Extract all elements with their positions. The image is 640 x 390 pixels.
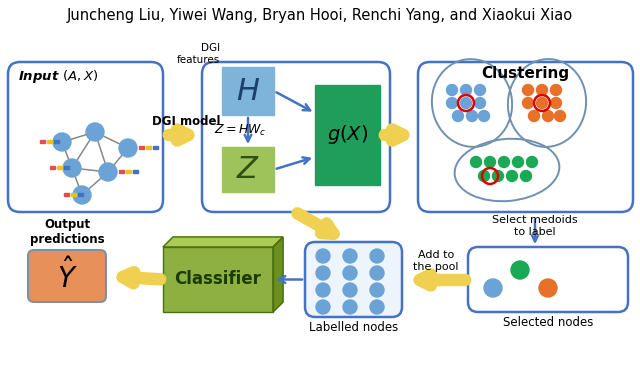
Circle shape bbox=[461, 85, 472, 96]
Text: Selected nodes: Selected nodes bbox=[503, 316, 593, 329]
Circle shape bbox=[484, 156, 495, 167]
Text: $g(X)$: $g(X)$ bbox=[327, 124, 368, 147]
Bar bbox=[78, 193, 83, 196]
Circle shape bbox=[343, 300, 357, 314]
Circle shape bbox=[119, 139, 137, 157]
FancyBboxPatch shape bbox=[28, 250, 106, 302]
Circle shape bbox=[536, 98, 547, 108]
Bar bbox=[153, 146, 158, 149]
Bar bbox=[64, 193, 69, 196]
Text: DGI
features: DGI features bbox=[177, 43, 220, 65]
Circle shape bbox=[536, 85, 547, 96]
Circle shape bbox=[316, 300, 330, 314]
Bar bbox=[315, 85, 380, 185]
Circle shape bbox=[99, 163, 117, 181]
Circle shape bbox=[539, 279, 557, 297]
Bar bbox=[146, 146, 151, 149]
FancyBboxPatch shape bbox=[418, 62, 633, 212]
Circle shape bbox=[543, 110, 554, 122]
Text: Select medoids
to label: Select medoids to label bbox=[492, 215, 578, 237]
Text: $Z$: $Z$ bbox=[236, 155, 260, 184]
Circle shape bbox=[554, 110, 566, 122]
Circle shape bbox=[470, 156, 481, 167]
Circle shape bbox=[461, 98, 472, 108]
Bar bbox=[139, 146, 144, 149]
Circle shape bbox=[370, 283, 384, 297]
Bar bbox=[222, 147, 274, 192]
Text: Input $(A, X)$: Input $(A, X)$ bbox=[18, 68, 99, 85]
Circle shape bbox=[370, 300, 384, 314]
Circle shape bbox=[447, 85, 458, 96]
Circle shape bbox=[316, 249, 330, 263]
Bar bbox=[64, 166, 69, 169]
Bar bbox=[50, 166, 55, 169]
Circle shape bbox=[474, 98, 486, 108]
Circle shape bbox=[511, 261, 529, 279]
Polygon shape bbox=[273, 237, 283, 312]
Circle shape bbox=[53, 133, 71, 151]
Circle shape bbox=[479, 170, 490, 181]
Text: $Z = HW_c$: $Z = HW_c$ bbox=[214, 123, 266, 138]
Circle shape bbox=[550, 98, 561, 108]
Circle shape bbox=[452, 110, 463, 122]
Circle shape bbox=[529, 110, 540, 122]
Text: Output
predictions: Output predictions bbox=[29, 218, 104, 246]
Circle shape bbox=[467, 110, 477, 122]
Circle shape bbox=[370, 249, 384, 263]
Circle shape bbox=[499, 156, 509, 167]
Text: Clustering: Clustering bbox=[481, 66, 570, 81]
Bar bbox=[40, 140, 45, 143]
Circle shape bbox=[493, 170, 504, 181]
Bar bbox=[119, 170, 124, 173]
Circle shape bbox=[63, 159, 81, 177]
FancyBboxPatch shape bbox=[202, 62, 390, 212]
Text: Add to
the pool: Add to the pool bbox=[413, 250, 459, 272]
Text: $\hat{Y}$: $\hat{Y}$ bbox=[56, 258, 77, 294]
Circle shape bbox=[316, 266, 330, 280]
Bar bbox=[222, 67, 274, 115]
Bar bbox=[71, 193, 76, 196]
Circle shape bbox=[73, 186, 91, 204]
Polygon shape bbox=[163, 237, 283, 247]
Text: $H$: $H$ bbox=[236, 76, 260, 106]
Text: Labelled nodes: Labelled nodes bbox=[309, 321, 398, 334]
Circle shape bbox=[479, 110, 490, 122]
FancyBboxPatch shape bbox=[468, 247, 628, 312]
FancyBboxPatch shape bbox=[8, 62, 163, 212]
Circle shape bbox=[513, 156, 524, 167]
Circle shape bbox=[343, 249, 357, 263]
Circle shape bbox=[550, 85, 561, 96]
Text: Juncheng Liu, Yiwei Wang, Bryan Hooi, Renchi Yang, and Xiaokui Xiao: Juncheng Liu, Yiwei Wang, Bryan Hooi, Re… bbox=[67, 8, 573, 23]
Circle shape bbox=[370, 266, 384, 280]
Text: DGI model: DGI model bbox=[152, 115, 220, 128]
Circle shape bbox=[343, 266, 357, 280]
Bar bbox=[47, 140, 52, 143]
Circle shape bbox=[316, 283, 330, 297]
Circle shape bbox=[520, 170, 531, 181]
Bar bbox=[163, 247, 273, 312]
Circle shape bbox=[343, 283, 357, 297]
Circle shape bbox=[447, 98, 458, 108]
Circle shape bbox=[506, 170, 518, 181]
FancyBboxPatch shape bbox=[305, 242, 402, 317]
Text: Classifier: Classifier bbox=[175, 271, 261, 289]
Circle shape bbox=[522, 85, 534, 96]
Bar bbox=[54, 140, 59, 143]
Circle shape bbox=[522, 98, 534, 108]
Bar bbox=[126, 170, 131, 173]
Circle shape bbox=[527, 156, 538, 167]
Bar bbox=[57, 166, 62, 169]
Bar bbox=[133, 170, 138, 173]
Bar bbox=[163, 247, 273, 312]
Circle shape bbox=[86, 123, 104, 141]
Circle shape bbox=[474, 85, 486, 96]
Circle shape bbox=[484, 279, 502, 297]
